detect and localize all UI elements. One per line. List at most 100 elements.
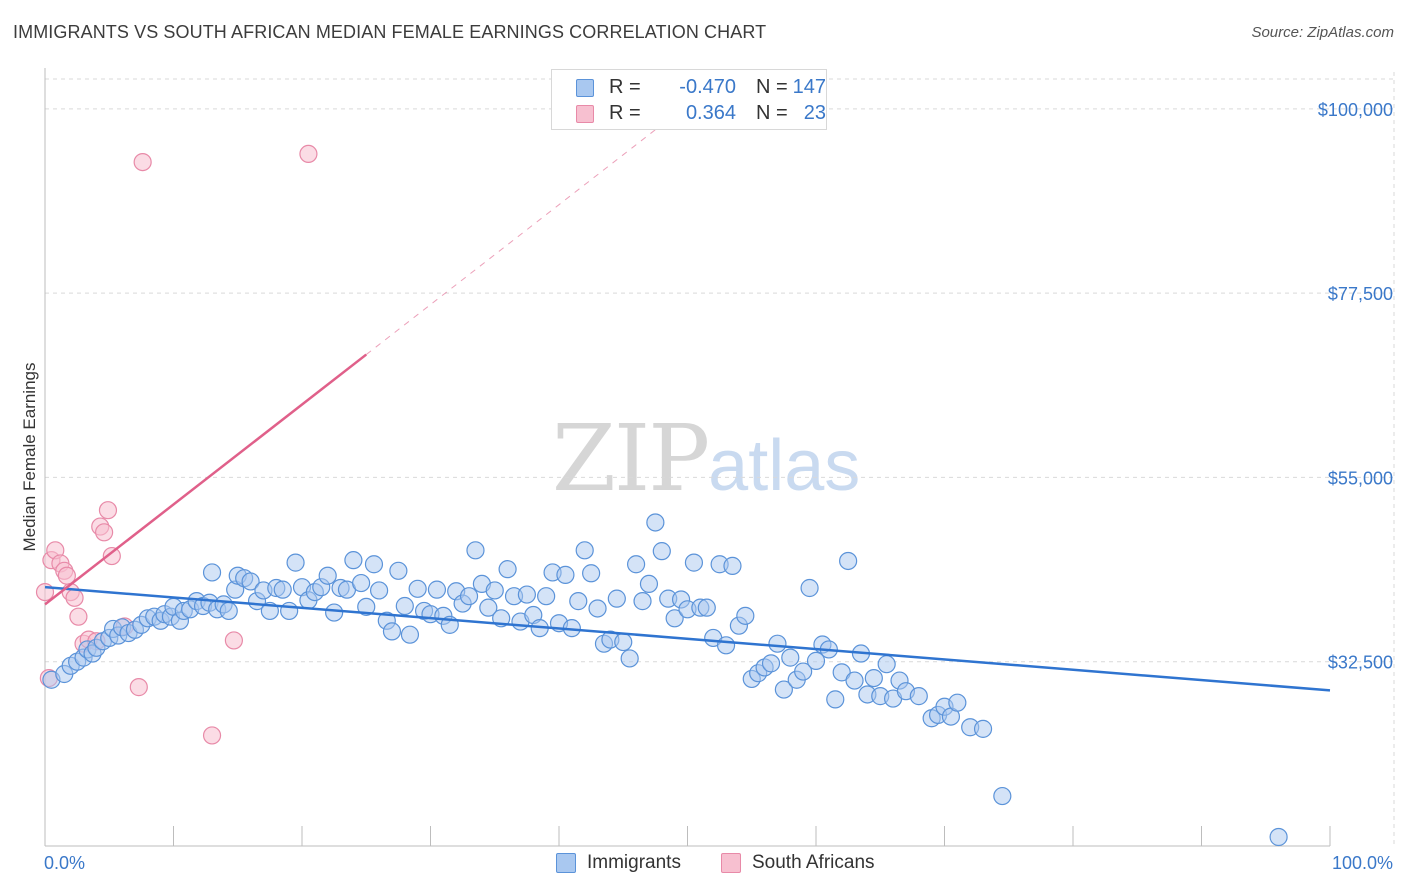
y-tick-label: $77,500 bbox=[1328, 284, 1393, 304]
immigrants-point bbox=[652, 542, 671, 561]
immigrants-point bbox=[806, 651, 826, 670]
immigrants-point bbox=[620, 649, 639, 668]
immigrants-point bbox=[639, 574, 659, 594]
n-label: N = bbox=[756, 76, 788, 98]
south-africans-trend-extension bbox=[365, 104, 688, 355]
trend-lines bbox=[44, 104, 1331, 692]
immigrants-point bbox=[839, 551, 858, 571]
immigrants-point bbox=[716, 636, 736, 655]
immigrants-point bbox=[382, 622, 402, 641]
immigrants-point bbox=[370, 581, 389, 600]
immigrants-point bbox=[781, 648, 800, 667]
immigrants-trend-line bbox=[44, 585, 1331, 692]
immigrants-point bbox=[485, 581, 504, 600]
x-tick-label-min: 0.0% bbox=[44, 853, 85, 873]
watermark: ZIPatlas bbox=[552, 405, 860, 512]
r-value: -0.470 bbox=[679, 76, 736, 98]
stats-legend: R = -0.470 N = 147 R = 0.364 N = 23 bbox=[551, 69, 827, 130]
south-africans-legend-swatch bbox=[721, 853, 741, 873]
south-africans-point bbox=[95, 523, 114, 542]
watermark-atlas: atlas bbox=[708, 426, 861, 506]
immigrants-points bbox=[42, 513, 1288, 847]
immigrants-swatch bbox=[576, 79, 594, 97]
chart-title: IMMIGRANTS VS SOUTH AFRICAN MEDIAN FEMAL… bbox=[13, 22, 767, 42]
immigrants-point bbox=[845, 671, 864, 690]
south-africans-trend-line bbox=[44, 353, 368, 606]
south-africans-point bbox=[69, 607, 88, 626]
immigrants-point bbox=[646, 513, 665, 532]
immigrants-point bbox=[569, 592, 588, 611]
immigrants-point bbox=[665, 609, 684, 628]
immigrants-point bbox=[537, 587, 556, 606]
immigrants-point bbox=[389, 561, 408, 580]
y-axis-label: Median Female Earnings bbox=[20, 362, 39, 552]
immigrants-point bbox=[344, 551, 363, 570]
immigrants-point bbox=[832, 663, 851, 682]
immigrants-point bbox=[1269, 827, 1288, 847]
south-africans-swatch bbox=[576, 105, 594, 123]
immigrants-point bbox=[219, 601, 238, 621]
immigrants-point bbox=[864, 668, 883, 688]
immigrants-point bbox=[607, 589, 626, 608]
immigrants-point bbox=[241, 572, 260, 591]
immigrants-point bbox=[400, 625, 420, 644]
y-tick-label: $55,000 bbox=[1328, 468, 1393, 488]
immigrants-legend-swatch bbox=[556, 853, 576, 873]
immigrants-point bbox=[626, 555, 646, 574]
south-africans-point bbox=[133, 152, 152, 172]
grid-layer bbox=[45, 72, 1395, 846]
tick-labels: $32,500 $55,000 $77,500 $100,000 0.0% 100.0% bbox=[44, 100, 1393, 873]
south-africans-point bbox=[98, 501, 118, 520]
south-africans-point bbox=[102, 546, 121, 566]
axis-layer bbox=[44, 68, 1331, 847]
immigrants-point bbox=[993, 786, 1012, 806]
immigrants-point bbox=[736, 606, 755, 625]
immigrants-point bbox=[479, 598, 498, 617]
south-africans-point bbox=[35, 582, 55, 602]
immigrants-point bbox=[877, 655, 896, 674]
immigrants-point bbox=[517, 585, 536, 604]
immigrants-point bbox=[697, 598, 716, 617]
immigrants-point bbox=[466, 541, 485, 560]
immigrants-point bbox=[948, 693, 967, 712]
immigrants-point bbox=[286, 553, 305, 572]
x-tick-label-max: 100.0% bbox=[1332, 853, 1393, 873]
south-africans-point bbox=[299, 144, 318, 164]
immigrants-point bbox=[774, 680, 793, 699]
immigrants-point bbox=[800, 578, 819, 598]
south-africans-point bbox=[65, 588, 84, 607]
n-label: N = bbox=[756, 102, 788, 124]
n-value: 23 bbox=[803, 102, 826, 124]
immigrants-point bbox=[761, 654, 781, 673]
immigrants-point bbox=[364, 555, 384, 574]
chart-source: Source: ZipAtlas.com bbox=[1251, 24, 1394, 41]
immigrants-point bbox=[768, 634, 787, 653]
immigrants-point bbox=[826, 690, 845, 709]
immigrants-point bbox=[582, 564, 601, 583]
y-tick-label: $32,500 bbox=[1328, 653, 1393, 673]
south-africans-point bbox=[202, 726, 222, 745]
immigrants-point bbox=[614, 632, 633, 652]
immigrants-point bbox=[395, 596, 414, 616]
immigrants-point bbox=[556, 565, 575, 584]
immigrants-point bbox=[459, 587, 479, 606]
immigrants-point bbox=[498, 560, 517, 579]
immigrants-point bbox=[973, 719, 993, 738]
immigrants-point bbox=[575, 541, 594, 560]
n-value: 147 bbox=[792, 76, 826, 98]
r-label: R = bbox=[609, 102, 641, 124]
r-label: R = bbox=[609, 76, 641, 98]
south-africans-point bbox=[129, 678, 148, 697]
immigrants-point bbox=[794, 662, 813, 681]
immigrants-point bbox=[325, 603, 344, 622]
r-value: 0.364 bbox=[685, 102, 736, 124]
immigrants-point bbox=[684, 553, 704, 572]
immigrants-point bbox=[273, 580, 292, 599]
immigrants-point bbox=[588, 599, 607, 618]
immigrants-point bbox=[633, 592, 652, 611]
immigrants-point bbox=[357, 597, 376, 616]
immigrants-point bbox=[408, 579, 427, 598]
immigrants-legend-label: Immigrants bbox=[587, 852, 681, 873]
immigrants-point bbox=[352, 573, 371, 593]
